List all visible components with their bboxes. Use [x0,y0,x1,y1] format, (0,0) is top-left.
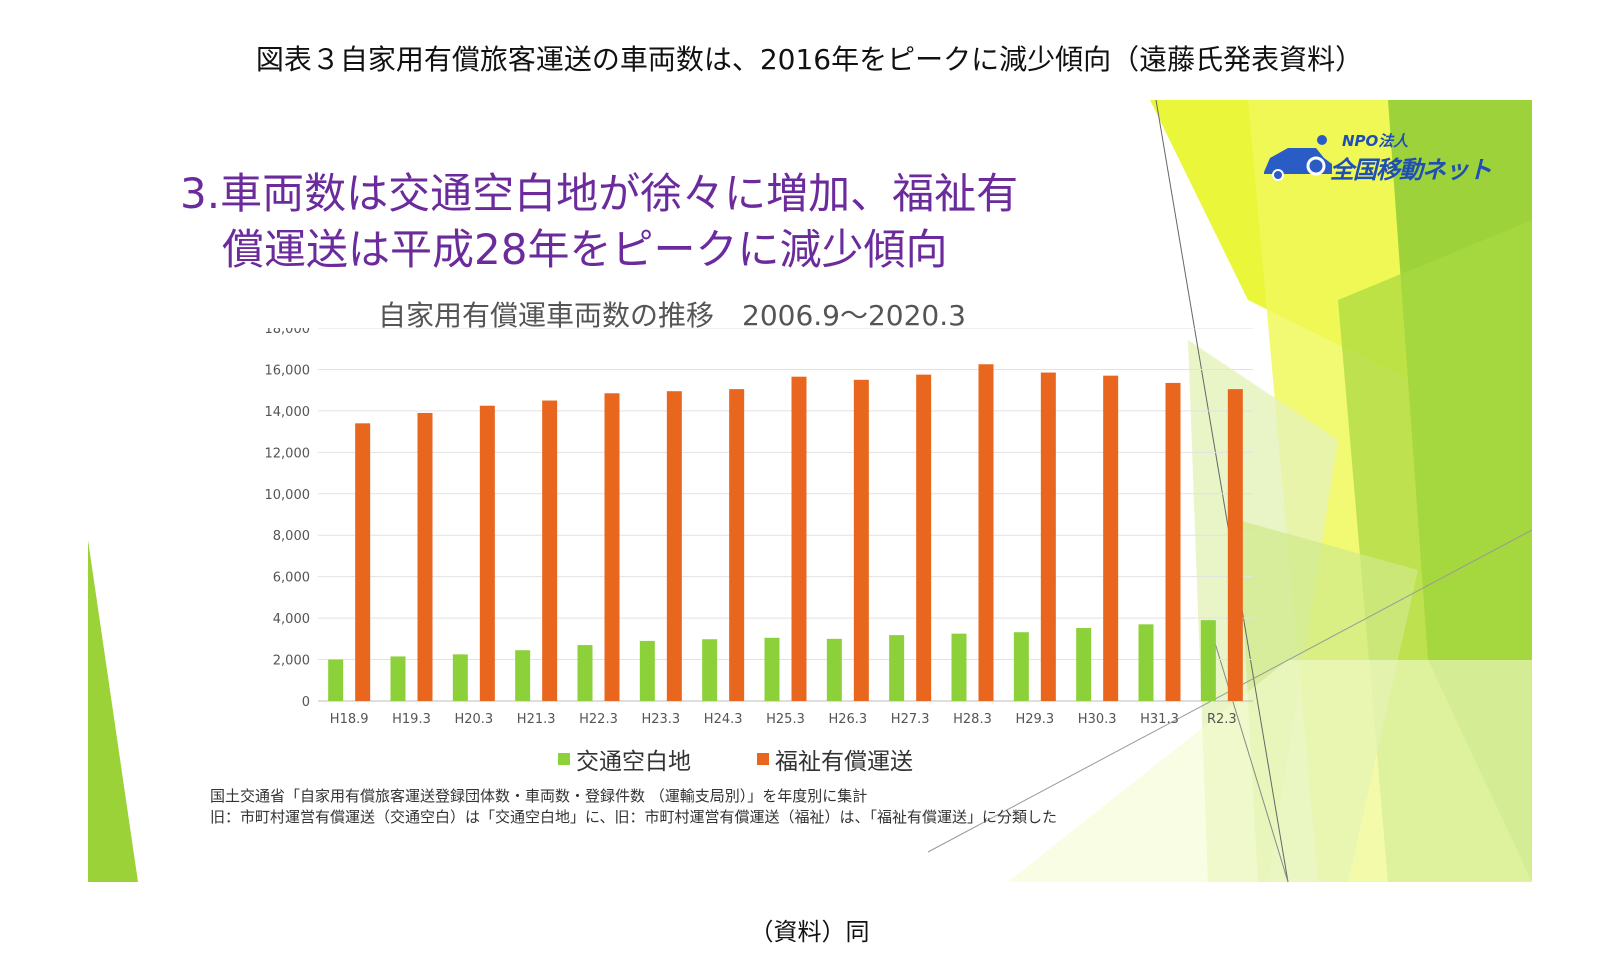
y-tick-label: 6,000 [273,571,310,586]
x-tick-label: H28.3 [953,712,992,727]
bar-green [764,637,780,701]
heading-line-2: 償運送は平成28年をピークに減少傾向 [222,225,948,274]
y-tick-label: 8,000 [273,529,310,544]
bar-orange [355,423,371,701]
y-tick-label: 16,000 [265,363,311,378]
x-tick-label: H25.3 [766,712,805,727]
bar-green [1138,624,1154,701]
x-tick-label: R2.3 [1207,712,1237,727]
bg-shape-pale [1008,660,1532,882]
y-tick-label: 14,000 [265,405,311,420]
legend-swatch-green [558,753,570,765]
y-tick-labels: 18,000 16,000 14,000 12,000 10,000 8,000 6,000… [265,328,311,710]
bar-orange [666,391,682,701]
bar-orange [1227,389,1243,701]
x-tick-label: H31.3 [1140,712,1179,727]
bottom-caption: （資料）同 [749,918,870,946]
x-tick-label: H23.3 [641,712,680,727]
x-tick-label: H20.3 [454,712,493,727]
x-tick-label: H24.3 [704,712,743,727]
bars [328,364,1243,701]
bar-orange [479,405,495,701]
bar-green [1200,620,1216,701]
source-line-1: 国土交通省「自家用有償旅客運送登録団体数・車両数・登録件数 （運輸支局別）」を年… [210,787,868,805]
x-tick-label: H29.3 [1015,712,1054,727]
bar-green [702,639,718,701]
bar-green [826,638,842,701]
bar-orange [1103,375,1119,701]
bg-line-2 [1207,619,1289,882]
x-tick-label: H21.3 [517,712,556,727]
npo-logo: NPO法人 全国移動ネット [1258,128,1508,188]
x-tick-label: H26.3 [828,712,867,727]
slide-heading: 3.車両数は交通空白地が徐々に増加、福祉有 償運送は平成28年をピークに減少傾向 [180,166,1180,278]
figure-caption: 図表３自家用有償旅客運送の車両数は、2016年をピークに減少傾向（遠藤氏発表資料… [255,43,1364,76]
heading-line-1: 3.車両数は交通空白地が徐々に増加、福祉有 [180,169,1019,218]
legend-label-orange: 福祉有償運送 [775,749,913,775]
bar-green [328,659,344,701]
bar-orange [417,412,433,701]
x-tick-label: H18.9 [330,712,369,727]
bar-green [1076,628,1092,701]
legend-swatch-orange [757,753,769,765]
x-tick-label: H19.3 [392,712,431,727]
legend-item-orange: 福祉有償運送 [757,742,913,776]
logo-main-text: 全国移動ネット [1330,156,1492,184]
chart-title: 自家用有償運車両数の推移 2006.9～2020.3 [378,299,966,332]
bar-green [951,633,967,701]
legend-item-green: 交通空白地 [558,742,691,776]
slide: NPO法人 全国移動ネット 3.車両数は交通空白地が徐々に増加、福祉有 償運送は… [88,100,1532,882]
bar-orange [542,400,558,701]
slide-background [88,100,1532,882]
y-tick-label: 12,000 [265,446,311,461]
y-tick-label: 2,000 [273,654,310,669]
car-logo-icon [1264,135,1332,181]
bar-green [390,656,406,701]
bar-green [577,645,593,701]
x-tick-label: H27.3 [891,712,930,727]
source-note: 国土交通省「自家用有償旅客運送登録団体数・車両数・登録件数 （運輸支局別）」を年… [210,786,1057,828]
bar-orange [1165,382,1181,701]
y-tick-label: 0 [302,695,310,710]
legend: 交通空白地 福祉有償運送 [558,742,913,776]
bar-green [639,640,655,701]
x-tick-label: H30.3 [1078,712,1117,727]
bar-green [452,654,468,701]
x-tick-label: H22.3 [579,712,618,727]
x-tick-labels: H18.9 H19.3 H20.3 H21.3 H22.3 H23.3 H24.3 H25.3… [330,712,1237,727]
y-tick-label: 10,000 [265,488,311,503]
grid-layer [318,328,1253,702]
bar-orange [1040,372,1056,701]
bar-orange [853,379,869,701]
bar-orange [791,376,807,701]
bar-green [1013,632,1029,701]
y-tick-label: 4,000 [273,612,310,627]
y-tick-label: 18,000 [265,328,311,337]
bar-orange [604,393,620,701]
bar-green [515,650,531,701]
bar-green [889,635,905,701]
bg-line-1 [1155,100,1289,882]
bar-orange [729,389,745,701]
source-line-2: 旧：市町村運営有償運送（交通空白）は「交通空白地」に、旧：市町村運営有償運送（福… [210,808,1058,826]
bg-shape-left [88,540,138,882]
bar-orange [978,364,994,701]
bar-chart: 18,000 16,000 14,000 12,000 10,000 8,000 6,000… [265,328,1253,727]
bar-orange [916,374,932,701]
logo-small-text: NPO法人 [1342,132,1409,150]
legend-label-green: 交通空白地 [576,749,691,775]
